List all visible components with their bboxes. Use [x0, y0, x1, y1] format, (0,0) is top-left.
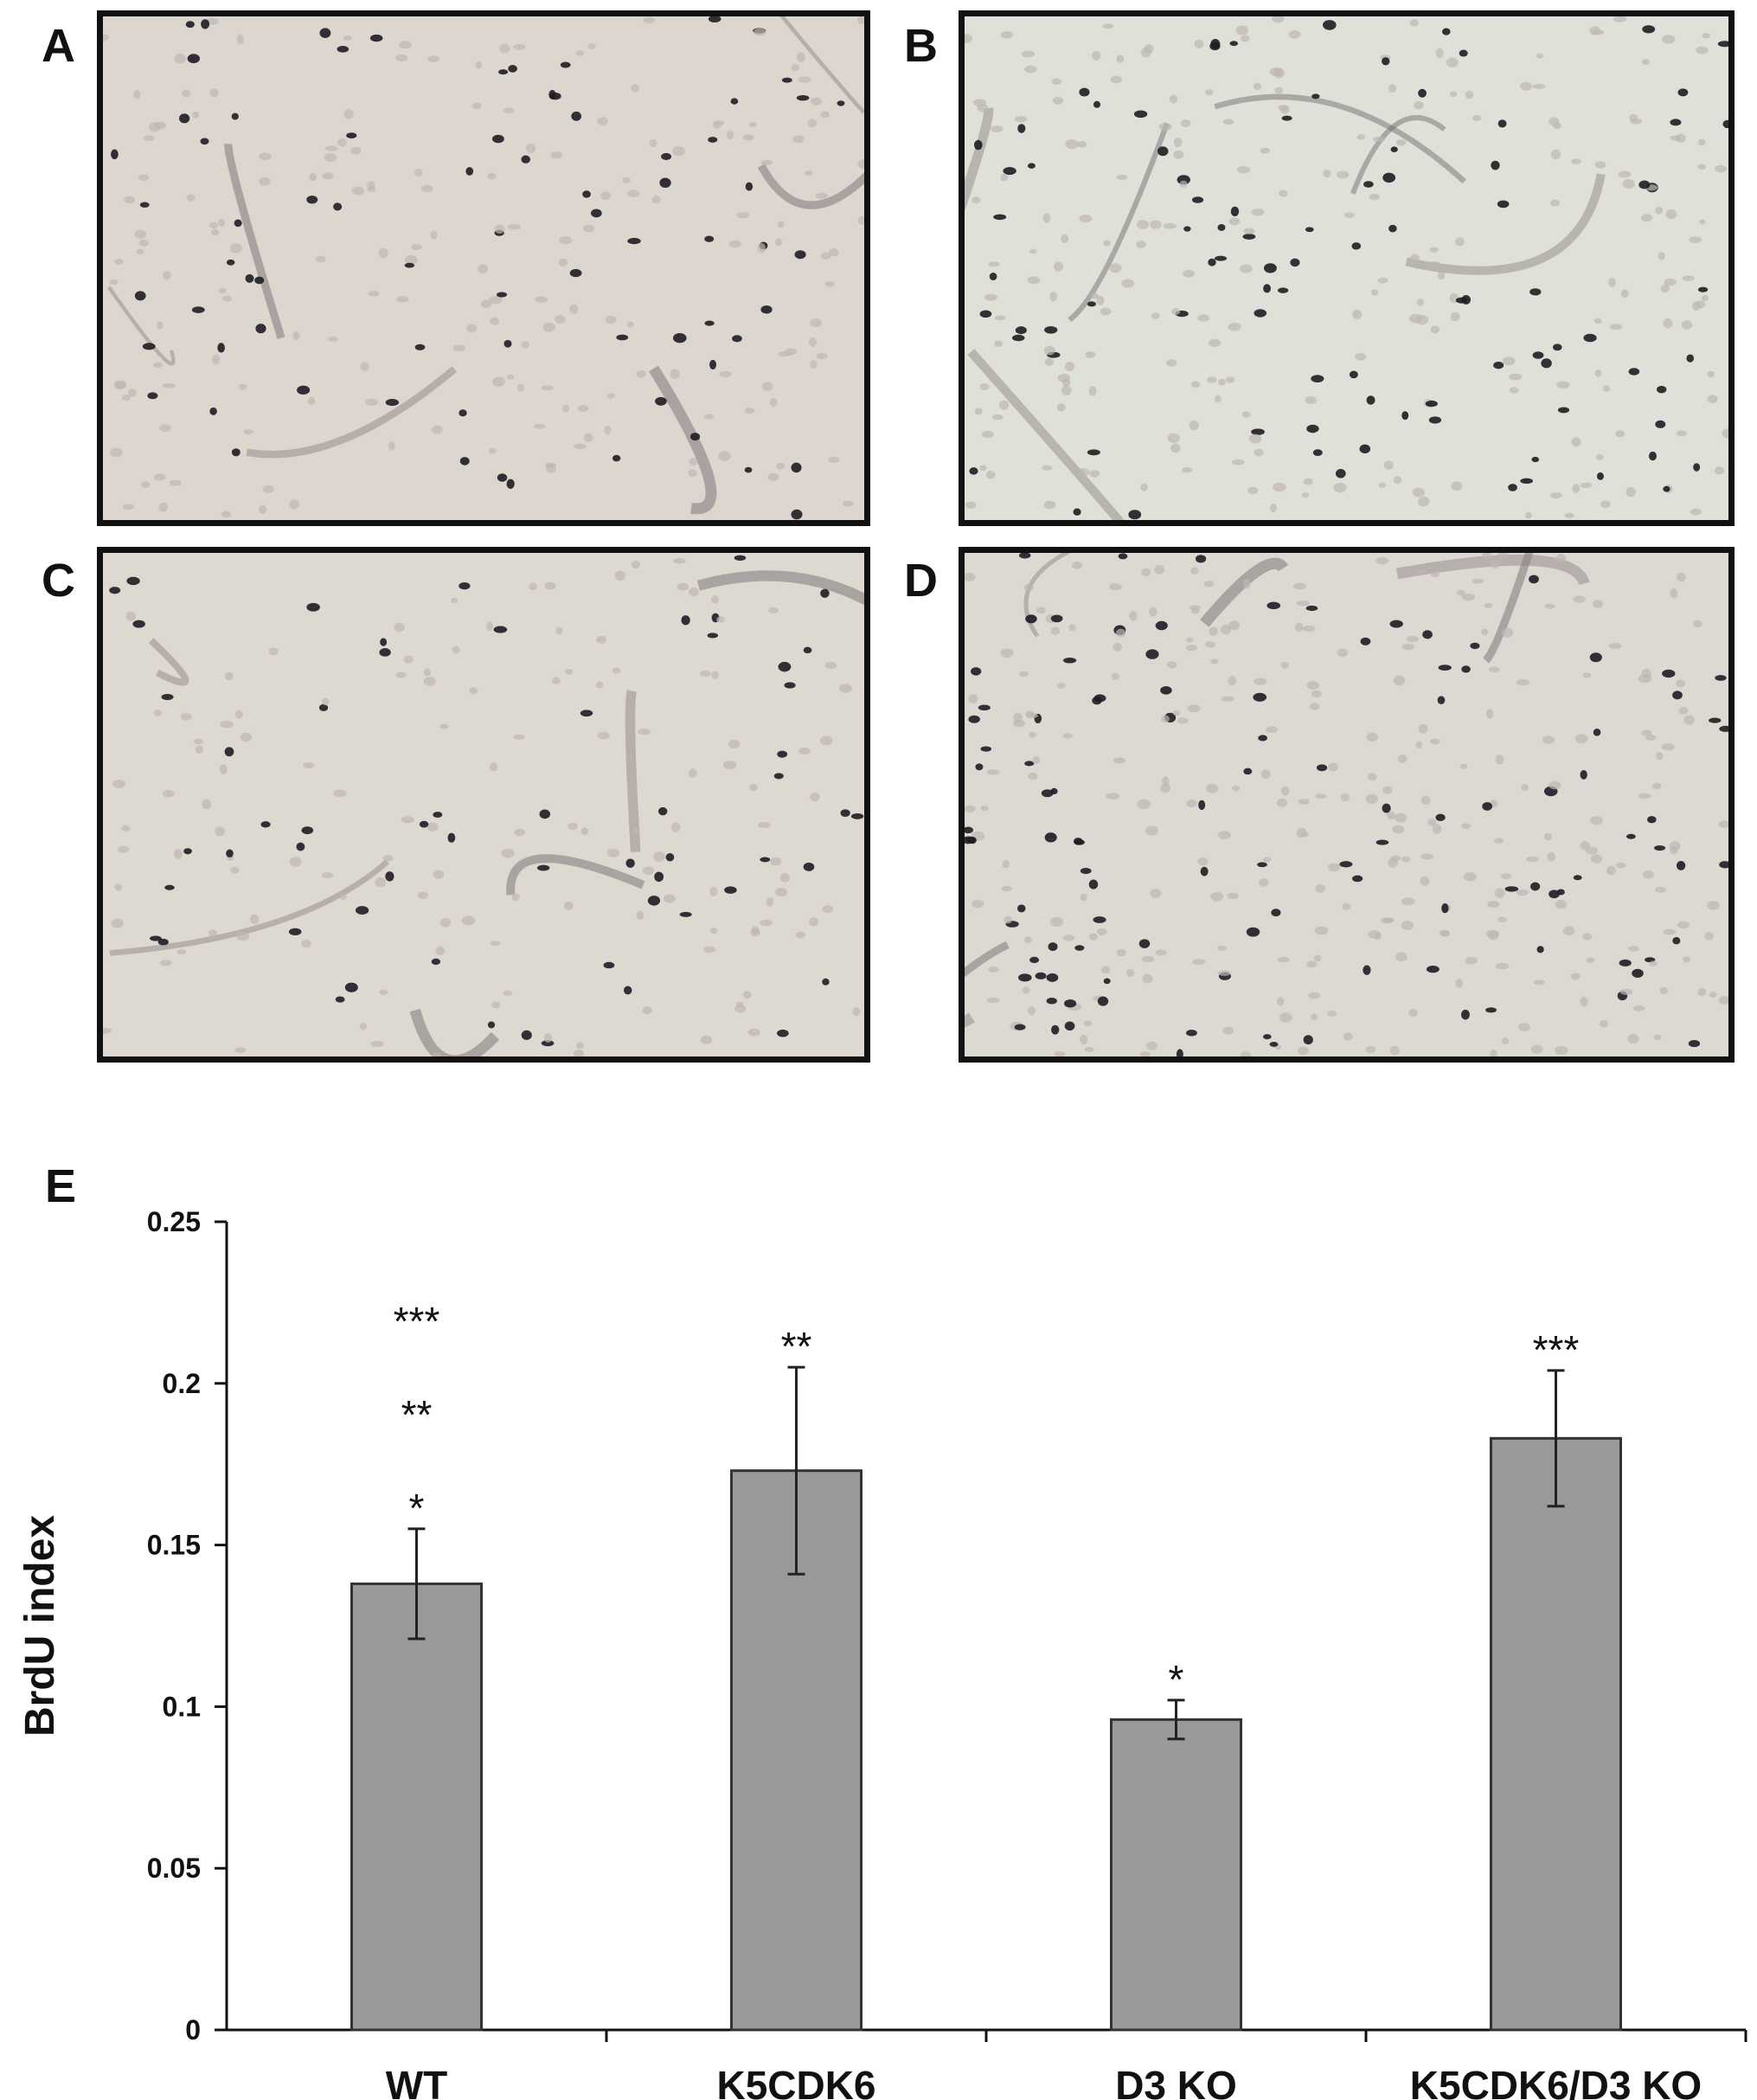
x-category-label: WT: [386, 2063, 448, 2100]
micrograph-texture: [103, 553, 864, 1056]
y-tick-label: 0.15: [147, 1530, 201, 1561]
significance-annotation: ***: [394, 1299, 440, 1344]
panel-d-letter: D: [904, 555, 938, 607]
panel-b-letter: B: [904, 20, 938, 72]
y-tick-label: 0: [185, 2014, 201, 2045]
significance-annotation: *: [1169, 1657, 1184, 1702]
y-tick-label: 0.05: [147, 1853, 201, 1884]
significance-annotation: **: [401, 1392, 433, 1437]
panel-a-letter: A: [42, 20, 75, 72]
panel-b-micrograph: [959, 10, 1735, 526]
significance-annotation: *: [409, 1486, 425, 1531]
x-category-label: K5CDK6/D3 KO: [1410, 2063, 1702, 2100]
x-category-label: K5CDK6: [716, 2063, 875, 2100]
y-tick-label: 0.25: [147, 1206, 201, 1237]
panel-a-micrograph: [97, 10, 870, 526]
y-tick-label: 0.1: [163, 1691, 201, 1722]
significance-annotation: ***: [1533, 1327, 1580, 1372]
panel-c-micrograph: [97, 547, 870, 1063]
panel-c-letter: C: [42, 555, 75, 607]
significance-annotation: **: [781, 1324, 812, 1369]
x-category-label: D3 KO: [1115, 2063, 1237, 2100]
micrograph-texture: [965, 16, 1728, 520]
micrograph-texture: [965, 553, 1728, 1056]
bar: [1110, 1718, 1242, 2032]
panel-d-micrograph: [959, 547, 1735, 1063]
bar: [350, 1582, 483, 2032]
y-axis-title: BrdU index: [17, 1515, 63, 1737]
micrograph-texture: [103, 16, 864, 520]
bar: [1490, 1436, 1622, 2032]
y-tick-label: 0.2: [163, 1368, 201, 1399]
panel-e-letter: E: [45, 1160, 77, 1212]
